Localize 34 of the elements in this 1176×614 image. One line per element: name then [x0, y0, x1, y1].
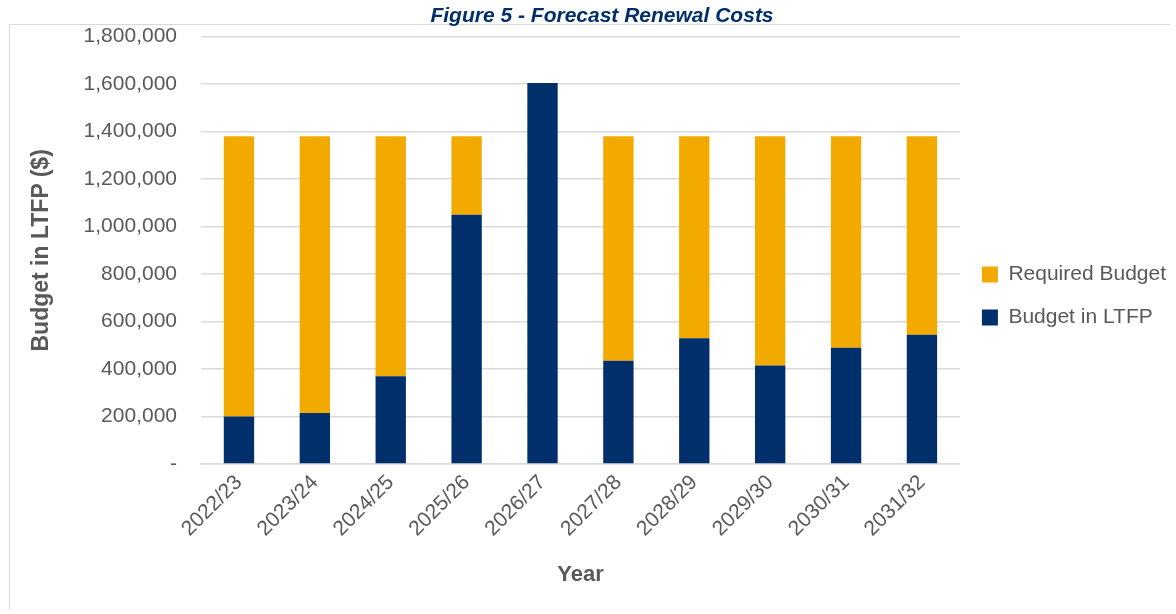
bar: [754, 136, 786, 366]
y-tick-label: 1,400,000: [83, 118, 178, 142]
bar: [375, 376, 406, 464]
chart-title: Figure 5 - Forecast Renewal Costs: [430, 2, 774, 26]
y-tick-label: 800,000: [101, 260, 178, 284]
bar: [906, 136, 938, 335]
bar: [223, 136, 255, 417]
y-tick-label: 600,000: [101, 308, 178, 332]
bar: [830, 136, 862, 348]
bar: [603, 360, 634, 464]
bar: [830, 347, 862, 464]
bar: [603, 136, 634, 361]
bar: [527, 82, 558, 464]
y-axis-title: Budget in LTFP ($): [27, 149, 54, 352]
y-tick-label: 200,000: [101, 403, 178, 427]
bar: [299, 413, 331, 464]
x-axis-title: Year: [557, 560, 605, 586]
bar: [679, 338, 710, 464]
bar: [754, 365, 786, 464]
y-tick-label: 1,800,000: [83, 23, 178, 47]
legend-label: Budget in LTFP: [1008, 304, 1153, 328]
y-tick-label: -: [170, 450, 178, 474]
y-tick-label: 400,000: [101, 355, 178, 379]
y-tick-label: 1,000,000: [83, 213, 178, 237]
bar: [223, 416, 255, 464]
bar: [906, 334, 938, 464]
bar: [299, 136, 331, 414]
y-tick-label: 1,600,000: [83, 70, 178, 94]
bar: [375, 136, 406, 377]
bar: [451, 214, 482, 464]
legend-label: Required Budget: [1008, 261, 1167, 285]
bar: [451, 136, 482, 215]
y-tick-label: 1,200,000: [83, 165, 178, 189]
bar: [679, 136, 710, 339]
